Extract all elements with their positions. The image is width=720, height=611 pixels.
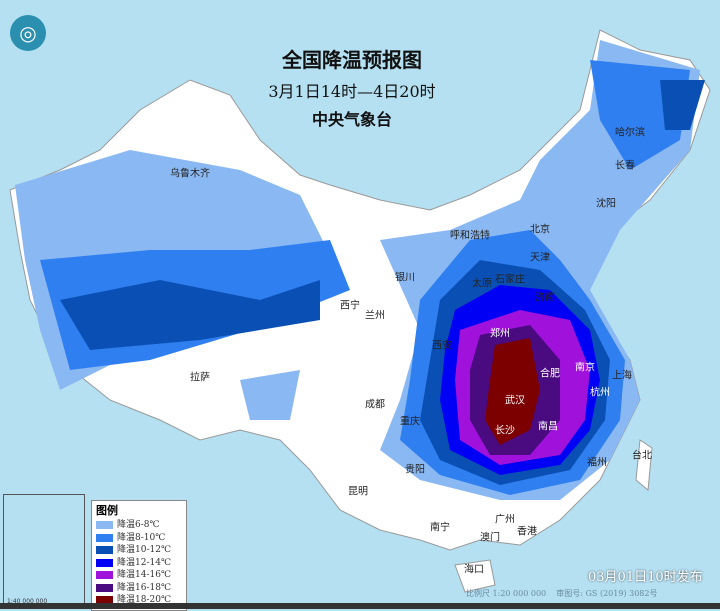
legend-label: 降温16-18℃ — [117, 582, 172, 593]
taiwan — [635, 439, 653, 491]
city-label: 太原 — [472, 278, 492, 290]
legend-swatch — [96, 521, 113, 530]
city-label: 台北 — [632, 450, 652, 462]
city-label: 杭州 — [590, 387, 610, 399]
city-label: 天津 — [530, 252, 550, 264]
city-label: 合肥 — [540, 368, 560, 380]
map-title: 全国降温预报图 — [282, 48, 422, 72]
cma-logo-icon: ◎ — [10, 15, 46, 51]
city-label: 呼和浩特 — [450, 230, 490, 242]
city-label: 南昌 — [538, 421, 558, 433]
legend-item: 降温12-14℃ — [96, 557, 182, 570]
legend-item: 降温16-18℃ — [96, 582, 182, 595]
city-label: 西宁 — [340, 300, 360, 312]
forecast-period: 3月1日14时—4日20时 — [268, 82, 436, 101]
legend-label: 降温12-14℃ — [117, 557, 172, 568]
city-label: 香港 — [517, 526, 537, 538]
city-label: 南京 — [575, 362, 595, 374]
city-label: 福州 — [587, 457, 607, 469]
footer-scale-approval: 比例尺 1:20 000 000 审图号: GS (2019) 3082号 — [466, 589, 658, 598]
legend-label: 降温14-16℃ — [117, 570, 172, 581]
hainan — [454, 559, 496, 593]
city-label: 南宁 — [430, 522, 450, 534]
city-label: 拉萨 — [190, 372, 210, 384]
city-label: 海口 — [464, 564, 484, 576]
legend-item: 降温14-16℃ — [96, 569, 182, 582]
legend-swatch — [96, 571, 113, 580]
legend-label: 降温10-12℃ — [117, 545, 172, 556]
city-label: 西安 — [432, 340, 452, 352]
issuer: 中央气象台 — [311, 110, 393, 129]
city-label: 成都 — [365, 399, 385, 411]
legend-label: 降温6-8℃ — [117, 520, 160, 531]
legend-swatch — [96, 583, 113, 592]
city-label: 济南 — [535, 292, 555, 304]
inset-scale: 1:40 000 000 — [7, 598, 48, 605]
city-label: 石家庄 — [495, 274, 525, 286]
cooling-18-20 — [485, 338, 540, 445]
south-china-sea-inset: 1:40 000 000 — [3, 494, 85, 608]
cooling-areas — [15, 40, 705, 500]
city-label: 贵阳 — [405, 464, 425, 476]
legend-item: 降温6-8℃ — [96, 519, 182, 532]
city-label: 沈阳 — [596, 198, 616, 210]
city-label: 哈尔滨 — [615, 127, 645, 139]
legend-item: 降温10-12℃ — [96, 544, 182, 557]
city-label: 长沙 — [495, 425, 515, 437]
city-label: 上海 — [612, 370, 632, 382]
publish-time: 03月01日10时发布 — [588, 570, 703, 585]
legend-swatch — [96, 546, 113, 555]
city-label: 重庆 — [400, 416, 420, 428]
legend-item: 降温8-10℃ — [96, 532, 182, 545]
city-label: 长春 — [615, 160, 635, 172]
city-label: 澳门 — [480, 532, 500, 544]
legend: 图例 降温6-8℃ 降温8-10℃ 降温10-12℃ 降温12-14℃ 降温14-16℃… — [91, 500, 187, 611]
legend-swatch — [96, 558, 113, 567]
legend-label: 降温18-20℃ — [117, 595, 172, 606]
city-label: 武汉 — [505, 395, 525, 407]
city-label: 广州 — [495, 514, 515, 526]
city-label: 昆明 — [348, 486, 368, 498]
city-label: 郑州 — [490, 328, 510, 340]
legend-swatch — [96, 596, 113, 605]
city-label: 北京 — [530, 224, 550, 236]
bottom-bar — [0, 603, 720, 609]
city-label: 银川 — [395, 272, 415, 284]
legend-swatch — [96, 533, 113, 542]
legend-item: 降温18-20℃ — [96, 594, 182, 607]
legend-label: 降温8-10℃ — [117, 532, 166, 543]
city-label: 兰州 — [365, 310, 385, 322]
legend-heading: 图例 — [96, 504, 118, 517]
city-label: 乌鲁木齐 — [170, 168, 210, 180]
